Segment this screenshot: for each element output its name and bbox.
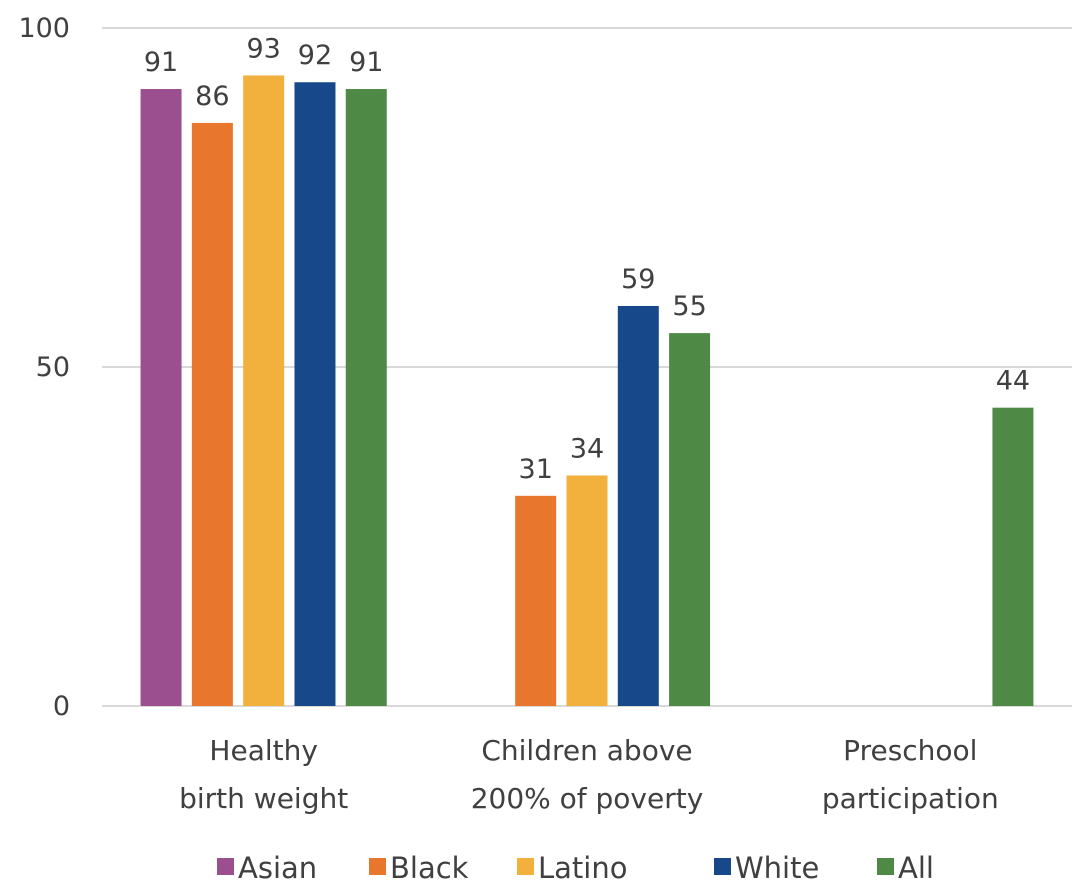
- data-label: 91: [349, 47, 383, 78]
- legend-label-white: White: [735, 851, 819, 885]
- y-tick-label: 0: [53, 691, 70, 722]
- category-labels: Healthy birth weight Children above 200% of…: [179, 734, 999, 815]
- legend: Asian Black Latino White All: [217, 851, 934, 885]
- category-label: Preschool: [843, 734, 977, 767]
- category-label: Children above: [481, 734, 692, 767]
- legend-swatch-black: [369, 858, 386, 875]
- data-label: 31: [519, 454, 553, 485]
- y-axis-tick-labels: 0 50 100: [18, 13, 70, 722]
- bar-black: [515, 495, 557, 706]
- data-label: 44: [996, 366, 1030, 397]
- y-tick-label: 100: [18, 13, 70, 44]
- data-label: 86: [195, 81, 229, 112]
- data-label: 92: [298, 40, 332, 71]
- data-label: 91: [144, 47, 178, 78]
- bar-latino: [566, 475, 608, 706]
- bars: [140, 75, 1034, 707]
- y-tick-label: 50: [36, 352, 70, 383]
- legend-label-latino: Latino: [538, 851, 627, 885]
- data-label: 34: [570, 433, 604, 464]
- legend-label-all: All: [898, 851, 934, 885]
- category-label: participation: [822, 782, 999, 815]
- bar-all: [669, 333, 711, 706]
- category-label: 200% of poverty: [471, 782, 704, 815]
- legend-swatch-asian: [217, 858, 234, 875]
- data-label: 93: [246, 33, 280, 64]
- bar-all: [992, 407, 1034, 706]
- bar-white: [617, 305, 659, 706]
- legend-swatch-white: [714, 858, 731, 875]
- bar-white: [294, 82, 336, 707]
- bar-black: [191, 122, 233, 707]
- data-labels: 91 86 93 92 91 31 34 59 55 44: [144, 33, 1030, 484]
- data-label: 55: [672, 291, 706, 322]
- legend-swatch-all: [877, 858, 894, 875]
- bar-latino: [243, 75, 285, 706]
- category-label: Healthy: [209, 734, 318, 767]
- legend-label-asian: Asian: [238, 851, 317, 885]
- data-label: 59: [621, 264, 655, 295]
- category-label: birth weight: [179, 782, 348, 815]
- legend-swatch-latino: [517, 858, 534, 875]
- legend-label-black: Black: [390, 851, 469, 885]
- bar-asian: [140, 89, 182, 706]
- bar-all: [345, 89, 387, 706]
